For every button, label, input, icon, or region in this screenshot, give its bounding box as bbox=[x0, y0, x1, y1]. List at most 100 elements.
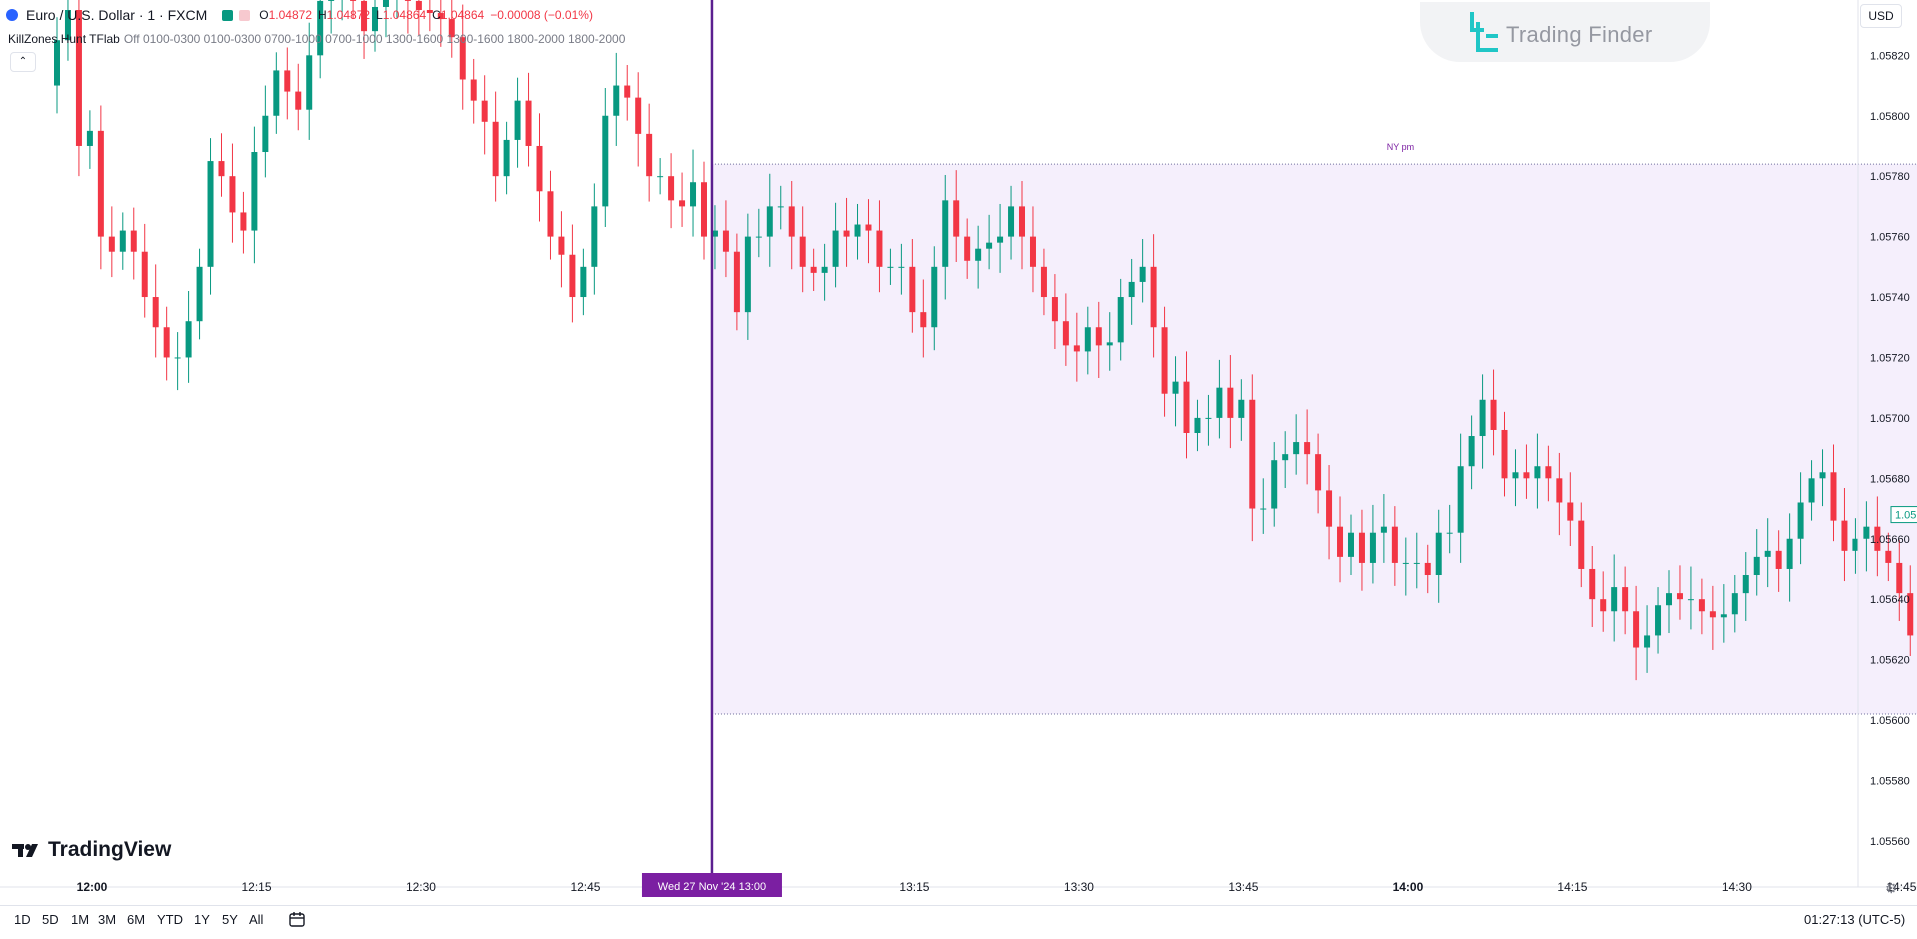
candle-body[interactable] bbox=[558, 236, 565, 255]
indicator-legend[interactable]: KillZones Hunt TFlab Off 0100-0300 0100-0… bbox=[8, 32, 625, 46]
candle-body[interactable] bbox=[328, 0, 335, 1]
candle-body[interactable] bbox=[1808, 478, 1815, 503]
candle-body[interactable] bbox=[1896, 562, 1903, 594]
collapse-legend-button[interactable]: ⌃ bbox=[10, 52, 36, 72]
candle-body[interactable] bbox=[1117, 297, 1124, 343]
candle-body[interactable] bbox=[1293, 442, 1300, 455]
candle-body[interactable] bbox=[284, 70, 291, 92]
indicator-name[interactable]: KillZones Hunt TFlab bbox=[8, 32, 120, 46]
candle-body[interactable] bbox=[1655, 605, 1662, 636]
candle-body[interactable] bbox=[404, 0, 411, 1]
candle-body[interactable] bbox=[1589, 568, 1596, 600]
range-button-6m[interactable]: 6M bbox=[127, 912, 146, 927]
sell-menu-icon[interactable] bbox=[239, 9, 251, 21]
candle-body[interactable] bbox=[986, 242, 993, 249]
candle-body[interactable] bbox=[536, 145, 543, 192]
candle-body[interactable] bbox=[898, 266, 905, 268]
candle-body[interactable] bbox=[711, 230, 718, 237]
candle-body[interactable] bbox=[1238, 399, 1245, 418]
candle-body[interactable] bbox=[1139, 266, 1146, 282]
candle-body[interactable] bbox=[1008, 206, 1015, 237]
candle-body[interactable] bbox=[437, 13, 444, 20]
candle-body[interactable] bbox=[1490, 399, 1497, 430]
candle-body[interactable] bbox=[262, 115, 269, 153]
candle-body[interactable] bbox=[635, 97, 642, 134]
candle-body[interactable] bbox=[1161, 327, 1168, 394]
candle-body[interactable] bbox=[1249, 399, 1256, 509]
candle-body[interactable] bbox=[1644, 635, 1651, 648]
candle-body[interactable] bbox=[843, 230, 850, 237]
candle-body[interactable] bbox=[1797, 502, 1804, 539]
candle-body[interactable] bbox=[372, 6, 379, 32]
candle-body[interactable] bbox=[613, 85, 620, 116]
candle-body[interactable] bbox=[1424, 562, 1431, 576]
range-button-1d[interactable]: 1D bbox=[14, 912, 31, 927]
range-button-5y[interactable]: 5Y bbox=[222, 912, 238, 927]
candle-body[interactable] bbox=[273, 70, 280, 116]
candle-body[interactable] bbox=[1051, 297, 1058, 322]
candle-body[interactable] bbox=[1413, 562, 1420, 564]
candle-body[interactable] bbox=[777, 206, 784, 208]
candle-body[interactable] bbox=[306, 55, 313, 110]
candle-body[interactable] bbox=[350, 0, 357, 1]
candle-body[interactable] bbox=[1402, 562, 1409, 564]
candle-body[interactable] bbox=[130, 230, 137, 252]
candle-body[interactable] bbox=[1435, 532, 1442, 576]
candle-body[interactable] bbox=[317, 0, 324, 56]
calendar-icon[interactable] bbox=[288, 910, 306, 928]
candle-body[interactable] bbox=[1369, 532, 1376, 563]
candle-body[interactable] bbox=[821, 266, 828, 273]
candle-body[interactable] bbox=[1512, 472, 1519, 479]
candle-body[interactable] bbox=[295, 91, 302, 110]
candle-body[interactable] bbox=[64, 10, 71, 41]
candle-body[interactable] bbox=[481, 100, 488, 122]
candle-body[interactable] bbox=[547, 191, 554, 237]
candle-body[interactable] bbox=[1742, 575, 1749, 594]
candle-body[interactable] bbox=[1172, 381, 1179, 394]
candle-body[interactable] bbox=[1271, 460, 1278, 509]
candle-body[interactable] bbox=[1194, 417, 1201, 433]
candle-body[interactable] bbox=[722, 230, 729, 252]
range-button-1y[interactable]: 1Y bbox=[194, 912, 210, 927]
candle-body[interactable] bbox=[1841, 520, 1848, 551]
candle-body[interactable] bbox=[876, 230, 883, 267]
candle-body[interactable] bbox=[1084, 327, 1091, 352]
candle-body[interactable] bbox=[415, 0, 422, 10]
buy-dot-icon[interactable] bbox=[222, 9, 234, 21]
candle-body[interactable] bbox=[997, 236, 1004, 243]
candle-body[interactable] bbox=[1282, 454, 1289, 461]
candle-body[interactable] bbox=[1600, 599, 1607, 612]
candle-body[interactable] bbox=[887, 266, 894, 268]
candle-body[interactable] bbox=[1567, 502, 1574, 521]
candle-body[interactable] bbox=[679, 200, 686, 207]
candle-body[interactable] bbox=[382, 0, 389, 7]
candle-body[interactable] bbox=[448, 19, 455, 38]
candle-body[interactable] bbox=[646, 133, 653, 177]
candle-body[interactable] bbox=[1073, 345, 1080, 352]
candle-body[interactable] bbox=[1698, 599, 1705, 612]
candle-body[interactable] bbox=[1019, 206, 1026, 237]
candle-body[interactable] bbox=[97, 130, 104, 237]
candle-body[interactable] bbox=[602, 115, 609, 207]
candle-body[interactable] bbox=[141, 251, 148, 298]
candle-body[interactable] bbox=[1578, 520, 1585, 569]
candle-body[interactable] bbox=[1622, 587, 1629, 612]
candle-body[interactable] bbox=[86, 130, 93, 146]
range-button-3m[interactable]: 3M bbox=[98, 912, 117, 927]
candle-body[interactable] bbox=[1446, 532, 1453, 534]
candle-body[interactable] bbox=[1380, 526, 1387, 533]
candle-body[interactable] bbox=[569, 254, 576, 298]
candle-body[interactable] bbox=[1720, 614, 1727, 618]
candle-body[interactable] bbox=[909, 266, 916, 313]
candle-body[interactable] bbox=[953, 200, 960, 237]
candle-body[interactable] bbox=[152, 297, 159, 328]
candle-body[interactable] bbox=[185, 321, 192, 358]
candle-body[interactable] bbox=[1227, 387, 1234, 418]
candle-body[interactable] bbox=[459, 37, 466, 80]
candle-body[interactable] bbox=[174, 357, 181, 359]
candle-body[interactable] bbox=[624, 85, 631, 98]
candle-body[interactable] bbox=[657, 176, 664, 178]
candle-body[interactable] bbox=[1216, 387, 1223, 418]
candle-body[interactable] bbox=[1337, 526, 1344, 557]
candle-body[interactable] bbox=[1468, 436, 1475, 467]
